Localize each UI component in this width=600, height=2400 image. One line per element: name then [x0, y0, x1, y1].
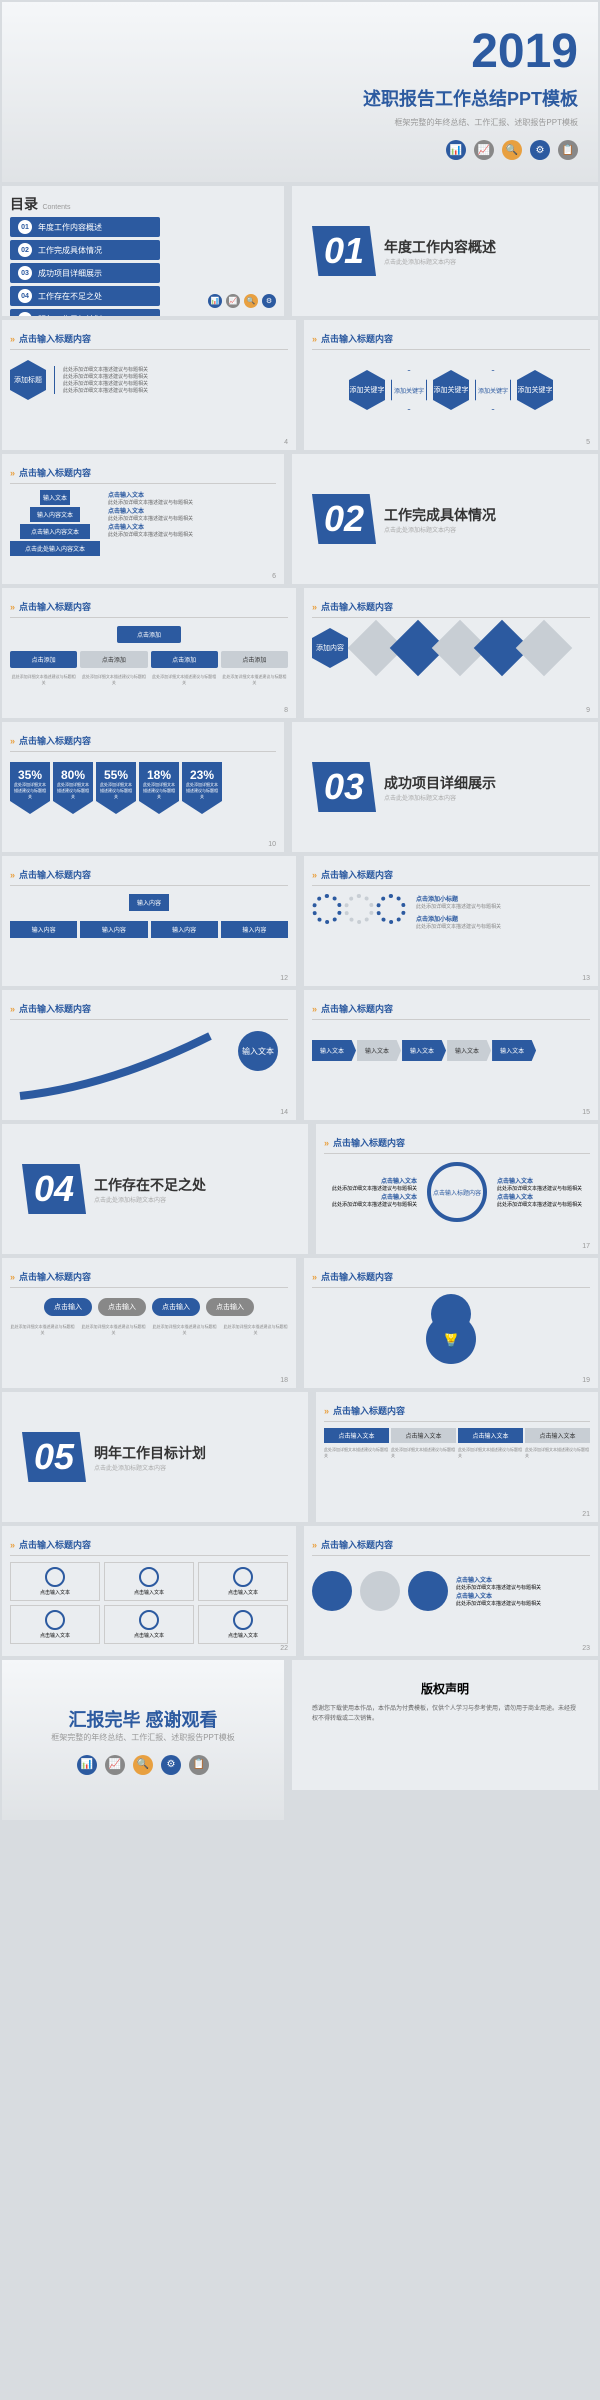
- cover-slide: 2019 述职报告工作总结PPT模板 框架完整的年终总结、工作汇报、述职报告PP…: [2, 2, 598, 182]
- hex-label: 添加标题: [10, 360, 46, 400]
- section-03: 03 成功项目详细展示 点击此处添加标题文本内容: [292, 722, 598, 852]
- slide-22: »点击输入标题内容 点击输入文本 点击输入文本 点击输入文本 点击输入文本 点击…: [2, 1526, 296, 1656]
- graph-icon: 📈: [474, 140, 494, 160]
- toc-item: 02工作完成具体情况: [10, 240, 160, 260]
- section-01: 01 年度工作内容概述 点击此处添加标题文本内容: [292, 186, 598, 316]
- slide-23: »点击输入标题内容 点击输入文本此处添加详细文本描述建议与标题相关 点击输入文本…: [304, 1526, 598, 1656]
- slide-8: »点击输入标题内容 点击添加 点击添加 点击添加 点击添加 点击添加 此处添加详…: [2, 588, 296, 718]
- year: 2019: [363, 24, 578, 79]
- percent-arrow: 35%此处添加详细文本描述建议与标题相关: [10, 762, 50, 814]
- toc-slide: 目录 Contents 01年度工作内容概述 02工作完成具体情况 03成功项目…: [2, 186, 284, 316]
- search-icon: 🔍: [502, 140, 522, 160]
- slide-17: »点击输入标题内容 点击输入文本此处添加详细文本描述建议与标题相关 点击输入文本…: [316, 1124, 598, 1254]
- toc-title: 目录: [10, 196, 38, 212]
- icon-row: 📊 📈 🔍 ⚙ 📋: [363, 140, 578, 160]
- slide-14: »点击输入标题内容 输入文本 14: [2, 990, 296, 1120]
- slide-15: »点击输入标题内容 输入文本 输入文本 输入文本 输入文本 输入文本 15: [304, 990, 598, 1120]
- end-slide: 汇报完毕 感谢观看 框架完整的年终总结、工作汇报、述职报告PPT模板 📊📈🔍⚙📋: [2, 1660, 284, 1820]
- slide-12: »点击输入标题内容 输入内容 输入内容 输入内容 输入内容 输入内容 12: [2, 856, 296, 986]
- pyramid: 输入文本 输入内容文本 点击输入内容文本 点击此处输入内容文本: [10, 490, 100, 556]
- toc-item: 01年度工作内容概述: [10, 217, 160, 237]
- slide-4: »点击输入标题内容 添加标题 此处添加详细文本描述建议与标题相关此处添加详细文本…: [2, 320, 296, 450]
- section-02: 02 工作完成具体情况 点击此处添加标题文本内容: [292, 454, 598, 584]
- toc-item: 05明年工作目标计划: [10, 309, 160, 316]
- slide-5: »点击输入标题内容 添加关键字 添加关键字 添加关键字 添加关键字 添加关键字 …: [304, 320, 598, 450]
- slide-10: »点击输入标题内容 35%此处添加详细文本描述建议与标题相关 80%此处添加详细…: [2, 722, 284, 852]
- slide-21: »点击输入标题内容 点击输入文本 点击输入文本 点击输入文本 点击输入文本 此处…: [316, 1392, 598, 1522]
- toc-item: 03成功项目详细展示: [10, 263, 160, 283]
- slide-18: »点击输入标题内容 点击输入 点击输入 点击输入 点击输入 此处添加详细文本描述…: [2, 1258, 296, 1388]
- gear-icon: [312, 894, 342, 924]
- section-04: 04 工作存在不足之处 点击此处添加标题文本内容: [2, 1124, 308, 1254]
- toc-item: 04工作存在不足之处: [10, 286, 160, 306]
- slide-13: »点击输入标题内容 点击添加小标题 此处添加详细文本描述建议与标题相关 点击添加…: [304, 856, 598, 986]
- subtitle: 框架完整的年终总结、工作汇报、述职报告PPT模板: [363, 117, 578, 128]
- slide-6: »点击输入标题内容 输入文本 输入内容文本 点击输入内容文本 点击此处输入内容文…: [2, 454, 284, 584]
- gear-icon: ⚙: [530, 140, 550, 160]
- section-num: 01: [312, 226, 376, 276]
- copyright-slide: 版权声明 感谢您下载使用本作品，本作品为付费模板，仅供个人学习与参考使用，请勿用…: [292, 1660, 598, 1790]
- clipboard-icon: 📋: [558, 140, 578, 160]
- slide-19: »点击输入标题内容 💡 19: [304, 1258, 598, 1388]
- chart-icon: 📊: [446, 140, 466, 160]
- section-05: 05 明年工作目标计划 点击此处添加标题文本内容: [2, 1392, 308, 1522]
- main-title: 述职报告工作总结PPT模板: [363, 85, 578, 111]
- slide-9: »点击输入标题内容 添加内容 9: [304, 588, 598, 718]
